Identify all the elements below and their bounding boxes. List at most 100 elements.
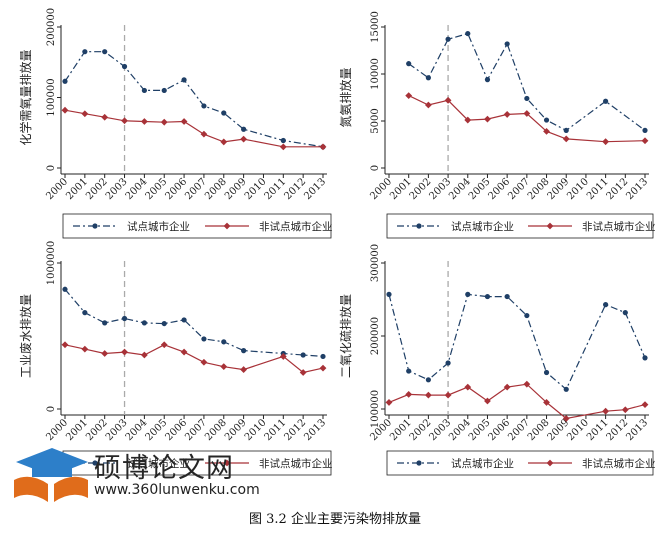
data-point-pilot xyxy=(504,41,510,47)
x-tick-label: 2007 xyxy=(183,176,209,202)
x-tick-label: 2012 xyxy=(605,417,631,443)
chart-panel-2: 0 5000 10000 15000 氮氨排放量 20002001200220032004… xyxy=(338,11,656,239)
data-point-pilot xyxy=(603,302,609,308)
data-point-nonpilot xyxy=(319,143,327,151)
data-point-pilot xyxy=(445,36,451,42)
data-point-nonpilot xyxy=(220,363,228,371)
x-tick-label: 2000 xyxy=(44,417,70,443)
x-tick-label: 2013 xyxy=(302,176,328,202)
data-point-nonpilot xyxy=(484,397,491,405)
legend-label-pilot: 试点城市企业 xyxy=(127,220,190,233)
data-point-pilot xyxy=(102,49,108,55)
x-tick-label: 2008 xyxy=(526,176,552,202)
legend-label-pilot: 试点城市企业 xyxy=(451,220,514,233)
data-point-pilot xyxy=(221,110,227,116)
data-point-pilot xyxy=(406,61,412,67)
data-point-nonpilot xyxy=(405,391,413,398)
data-point-nonpilot xyxy=(464,116,472,124)
y-axis-title: 氮氨排放量 xyxy=(338,67,353,127)
x-tick-label: 2006 xyxy=(486,176,512,202)
data-point-nonpilot xyxy=(240,135,248,143)
data-point-pilot xyxy=(524,312,530,319)
x-tick-label: 2002 xyxy=(84,176,110,202)
data-point-pilot xyxy=(465,30,471,37)
data-point-pilot xyxy=(141,320,147,326)
x-tick-label: 2004 xyxy=(447,176,473,202)
data-point-pilot xyxy=(465,291,471,297)
legend-marker-nonpilot xyxy=(546,459,554,467)
data-point-nonpilot xyxy=(405,92,413,100)
figure-caption: 图 3.2 企业主要污染物排放量 xyxy=(249,512,421,527)
series-line-nonpilot xyxy=(408,95,646,143)
legend-box xyxy=(386,450,654,476)
x-tick-label: 2000 xyxy=(368,176,394,202)
x-tick-label: 2009 xyxy=(223,176,249,202)
data-point-nonpilot xyxy=(602,407,610,415)
y-tick-label: 15000 xyxy=(370,11,381,43)
y-tick-label: 0 xyxy=(46,165,57,171)
data-point-nonpilot xyxy=(279,353,287,360)
x-tick-label: 2002 xyxy=(408,176,434,202)
data-point-nonpilot xyxy=(464,383,472,391)
y-tick-label: 5000 xyxy=(370,108,381,133)
data-point-nonpilot xyxy=(503,111,511,118)
x-tick-label: 2004 xyxy=(124,417,150,443)
x-tick-label: 2013 xyxy=(302,417,328,443)
data-point-nonpilot xyxy=(621,406,629,414)
x-tick-label: 2007 xyxy=(506,417,532,443)
data-point-nonpilot xyxy=(121,117,128,125)
data-point-pilot xyxy=(642,355,648,361)
data-point-pilot xyxy=(121,63,128,70)
x-tick-label: 2011 xyxy=(585,417,611,443)
x-tick-label: 2010 xyxy=(565,176,591,202)
x-tick-label: 2005 xyxy=(467,417,493,443)
series-line-pilot xyxy=(64,51,324,148)
x-tick-label: 2001 xyxy=(64,417,90,443)
x-tick-label: 2003 xyxy=(104,417,130,443)
data-point-nonpilot xyxy=(319,364,327,372)
x-tick-label: 2008 xyxy=(203,176,229,202)
x-tick-label: 2003 xyxy=(427,417,453,443)
y-tick-label: 200000 xyxy=(46,8,57,46)
data-point-pilot xyxy=(82,310,88,316)
x-tick-label: 2002 xyxy=(84,417,110,443)
data-point-pilot xyxy=(563,127,569,133)
data-point-nonpilot xyxy=(101,350,109,357)
legend-label-pilot: 试点城市企业 xyxy=(127,457,190,470)
x-tick-label: 2009 xyxy=(546,176,572,202)
x-tick-label: 2008 xyxy=(526,417,552,443)
data-point-pilot xyxy=(241,126,247,132)
data-point-nonpilot xyxy=(140,351,148,359)
data-point-nonpilot xyxy=(101,113,109,121)
x-tick-label: 2012 xyxy=(605,176,631,202)
data-point-pilot xyxy=(201,103,207,109)
legend-marker-pilot xyxy=(92,223,98,229)
y-tick-label: 10000 xyxy=(370,58,381,90)
data-point-nonpilot xyxy=(240,366,248,373)
x-tick-label: 2011 xyxy=(263,417,289,443)
x-tick-label: 2001 xyxy=(388,417,414,443)
data-point-nonpilot xyxy=(81,110,89,118)
legend-marker-pilot xyxy=(416,223,422,229)
data-point-nonpilot xyxy=(602,138,610,146)
legend-label-nonpilot: 非试点城市企业 xyxy=(259,457,333,470)
data-point-pilot xyxy=(241,348,247,354)
data-point-nonpilot xyxy=(279,143,287,151)
legend-label-nonpilot: 非试点城市企业 xyxy=(582,457,656,470)
legend-marker-pilot xyxy=(416,460,422,466)
x-tick-label: 2001 xyxy=(64,176,90,202)
x-tick-label: 2010 xyxy=(565,417,591,443)
y-axis-title: 工业废水排放量 xyxy=(18,294,33,378)
data-point-nonpilot xyxy=(121,348,128,356)
data-point-nonpilot xyxy=(61,106,69,114)
x-tick-label: 2005 xyxy=(467,176,493,202)
data-point-nonpilot xyxy=(543,399,550,406)
legend-marker-nonpilot xyxy=(223,222,231,230)
data-point-pilot xyxy=(563,386,569,392)
y-axis-title: 二氧化硫排放量 xyxy=(338,294,353,378)
data-point-pilot xyxy=(280,137,286,144)
data-point-pilot xyxy=(62,286,68,292)
data-point-pilot xyxy=(445,360,451,366)
data-point-pilot xyxy=(221,339,227,345)
